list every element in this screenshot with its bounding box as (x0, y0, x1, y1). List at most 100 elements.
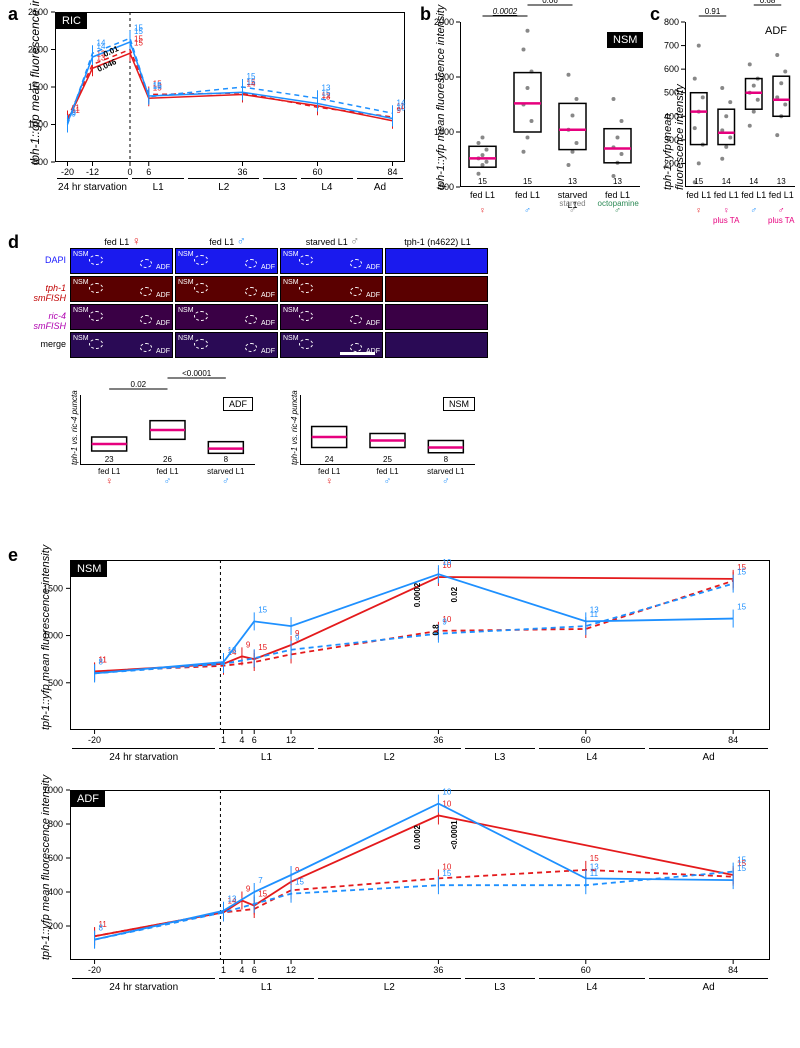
svg-text:60: 60 (312, 167, 322, 177)
svg-text:4: 4 (239, 965, 244, 975)
svg-text:0.91: 0.91 (705, 7, 721, 16)
svg-text:7: 7 (258, 876, 263, 885)
svg-text:15: 15 (258, 605, 267, 614)
svg-text:200: 200 (48, 921, 63, 931)
svg-text:6: 6 (252, 735, 257, 745)
svg-text:15: 15 (442, 869, 451, 878)
svg-text:13: 13 (568, 177, 577, 186)
svg-text:6: 6 (252, 965, 257, 975)
svg-text:13: 13 (613, 177, 622, 186)
panel-a-label: a (8, 4, 18, 25)
svg-text:800: 800 (664, 17, 679, 27)
svg-text:1: 1 (221, 965, 226, 975)
panel-d-label: d (8, 232, 19, 253)
panel-e-label: e (8, 545, 18, 566)
svg-text:500: 500 (48, 678, 63, 688)
svg-text:15: 15 (153, 82, 162, 91)
svg-text:14: 14 (749, 177, 758, 186)
svg-text:14: 14 (397, 98, 406, 107)
svg-text:1000: 1000 (43, 785, 63, 795)
svg-text:0.8: 0.8 (431, 624, 440, 636)
svg-text:1500: 1500 (43, 583, 63, 593)
svg-text:0.0002: 0.0002 (413, 824, 422, 849)
svg-text:36: 36 (433, 735, 443, 745)
svg-text:6: 6 (146, 167, 151, 177)
svg-text:13: 13 (228, 895, 237, 904)
svg-text:8: 8 (99, 657, 104, 666)
panel-a-svg: 5001000150020002500-20-12063660841113151… (55, 12, 405, 162)
svg-text:15: 15 (478, 177, 487, 186)
svg-text:9: 9 (246, 885, 251, 894)
svg-text:700: 700 (664, 41, 679, 51)
svg-text:1000: 1000 (434, 127, 454, 137)
panel-b-label: b (420, 4, 431, 25)
svg-text:15: 15 (247, 72, 256, 81)
svg-text:1500: 1500 (28, 82, 48, 92)
svg-text:15: 15 (737, 603, 746, 612)
svg-text:300: 300 (664, 135, 679, 145)
svg-text:9: 9 (442, 618, 447, 627)
svg-text:1500: 1500 (434, 72, 454, 82)
svg-text:1000: 1000 (28, 120, 48, 130)
svg-text:0.06: 0.06 (542, 0, 558, 5)
svg-text:84: 84 (387, 167, 397, 177)
svg-text:1000: 1000 (43, 631, 63, 641)
svg-text:15: 15 (737, 568, 746, 577)
svg-text:14: 14 (97, 38, 106, 47)
svg-text:15: 15 (737, 864, 746, 873)
svg-text:60: 60 (581, 735, 591, 745)
svg-text:9: 9 (72, 110, 77, 119)
svg-text:0: 0 (127, 167, 132, 177)
svg-text:-20: -20 (88, 735, 101, 745)
svg-text:800: 800 (48, 819, 63, 829)
svg-text:-12: -12 (86, 167, 99, 177)
svg-text:10: 10 (442, 788, 451, 797)
panel-c-svg: 200300400500600700800151414130.910.68 (685, 22, 795, 187)
svg-text:36: 36 (433, 965, 443, 975)
svg-text:84: 84 (728, 965, 738, 975)
svg-text:13: 13 (322, 83, 331, 92)
svg-text:<0.0001: <0.0001 (182, 369, 212, 378)
svg-text:500: 500 (664, 88, 679, 98)
svg-text:0.0002: 0.0002 (493, 7, 518, 16)
svg-text:400: 400 (664, 111, 679, 121)
svg-text:-20: -20 (61, 167, 74, 177)
panel-c-label: c (650, 4, 660, 25)
svg-text:84: 84 (728, 735, 738, 745)
svg-text:11: 11 (590, 869, 599, 878)
svg-text:-20: -20 (88, 965, 101, 975)
svg-text:15: 15 (737, 856, 746, 865)
svg-text:500: 500 (33, 157, 48, 167)
panel-b-ylabel: tph-1::yfp mean fluorescence intensity (435, 5, 447, 190)
svg-text:15: 15 (258, 890, 267, 899)
svg-text:14: 14 (722, 177, 731, 186)
svg-text:600: 600 (48, 853, 63, 863)
svg-text:600: 600 (664, 64, 679, 74)
svg-text:2000: 2000 (434, 17, 454, 27)
panel-b-svg: 500100015002000151513130.00020.060.0001 (460, 22, 640, 187)
svg-text:9: 9 (295, 634, 300, 643)
svg-text:1: 1 (221, 735, 226, 745)
svg-text:0.02: 0.02 (131, 380, 147, 389)
svg-text:0.02: 0.02 (450, 586, 459, 602)
svg-text:4: 4 (239, 735, 244, 745)
svg-text:12: 12 (286, 735, 296, 745)
svg-text:15: 15 (134, 23, 143, 32)
svg-text:500: 500 (439, 182, 454, 192)
svg-text:2000: 2000 (28, 45, 48, 55)
svg-text:15: 15 (694, 177, 703, 186)
svg-text:12: 12 (286, 965, 296, 975)
svg-text:8: 8 (99, 924, 104, 933)
svg-text:2500: 2500 (28, 7, 48, 17)
svg-text:200: 200 (664, 158, 679, 168)
svg-text:0.68: 0.68 (760, 0, 776, 5)
svg-text:400: 400 (48, 887, 63, 897)
svg-text:13: 13 (228, 646, 237, 655)
svg-text:0.0002: 0.0002 (413, 582, 422, 607)
svg-text:10: 10 (442, 558, 451, 567)
svg-text:15: 15 (523, 177, 532, 186)
svg-text:11: 11 (590, 610, 599, 619)
svg-text:60: 60 (581, 965, 591, 975)
svg-text:<0.0001: <0.0001 (450, 820, 459, 850)
svg-text:13: 13 (777, 177, 786, 186)
